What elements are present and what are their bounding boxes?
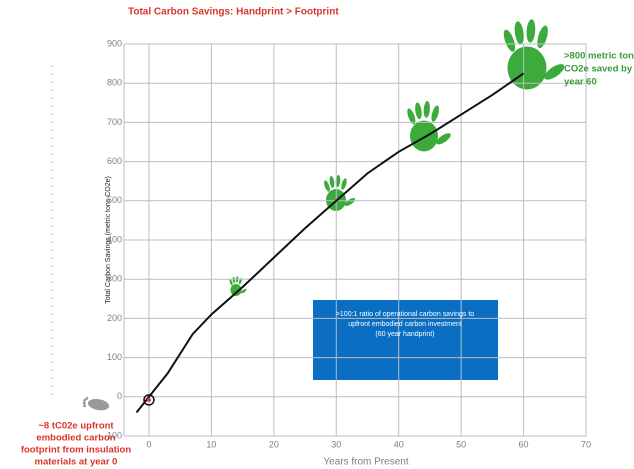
finger xyxy=(431,105,439,122)
y-tick-label: 300 xyxy=(107,274,122,284)
thumb xyxy=(240,288,247,294)
x-axis-label: Years from Present xyxy=(323,457,408,468)
footprint-note: embodied carbon xyxy=(36,433,115,444)
footprint-icon xyxy=(82,397,110,411)
palm xyxy=(230,283,242,297)
info-box xyxy=(313,300,498,380)
y-tick-label: 100 xyxy=(107,352,122,362)
finger xyxy=(423,101,430,118)
toe xyxy=(83,398,87,402)
x-tick-label: 70 xyxy=(581,439,591,449)
finger xyxy=(503,29,516,52)
finger xyxy=(415,102,422,120)
finger xyxy=(324,180,330,192)
x-tick-label: 40 xyxy=(394,439,404,449)
box-note: upfront embodied carbon investment xyxy=(348,321,462,328)
y-axis-label: Total Carbon Savings (metric tons CO2e) xyxy=(105,176,112,304)
hand-icon xyxy=(503,19,565,90)
hand-icon xyxy=(229,276,247,297)
box-note: (60 year handprint) xyxy=(375,331,434,338)
box-note: >100:1 ratio of operational carbon savin… xyxy=(336,311,474,318)
toe xyxy=(82,401,86,405)
hand-icon xyxy=(407,101,451,152)
y-tick-label: 700 xyxy=(107,117,122,127)
finger xyxy=(329,176,335,188)
finger xyxy=(537,25,548,49)
line-series xyxy=(135,72,525,414)
thumb xyxy=(436,133,451,145)
handprint-note: >800 metric tons xyxy=(564,51,634,62)
x-tick-label: 30 xyxy=(331,439,341,449)
x-tick-label: 50 xyxy=(456,439,466,449)
y-tick-label: 400 xyxy=(107,234,122,244)
y-tick-label: 200 xyxy=(107,313,122,323)
y-tick-label: 600 xyxy=(107,156,122,166)
y-tick-label: -100 xyxy=(104,430,122,440)
finger xyxy=(232,276,236,284)
x-tick-label: 60 xyxy=(519,439,529,449)
palm xyxy=(410,120,438,152)
finger xyxy=(229,279,233,286)
chart-title: Total Carbon Savings: Handprint > Footpr… xyxy=(128,7,339,18)
highlight-dot xyxy=(146,397,151,402)
y-tick-label: 800 xyxy=(107,78,122,88)
footprint-note: footprint from insulation xyxy=(21,445,131,456)
footprint-note: ~8 tC02e upfront xyxy=(38,421,114,432)
finger xyxy=(341,178,347,190)
finger xyxy=(526,19,536,43)
finger xyxy=(407,108,416,125)
thumb xyxy=(344,197,356,207)
y-tick-label: 0 xyxy=(117,391,122,401)
toe xyxy=(85,397,89,400)
finger xyxy=(335,175,341,187)
y-tick-label: 500 xyxy=(107,195,122,205)
handprint-note: year 60 xyxy=(564,77,597,88)
highlight-point xyxy=(143,394,155,406)
x-tick-label: 10 xyxy=(206,439,216,449)
hand-icon xyxy=(324,175,356,211)
handprint-note: CO2e saved by xyxy=(564,64,633,75)
y-tick-label: 900 xyxy=(107,38,122,48)
toe xyxy=(83,404,87,408)
x-tick-label: 20 xyxy=(269,439,279,449)
finger xyxy=(514,21,524,45)
footprint-note: materials at year 0 xyxy=(35,457,118,468)
thumb xyxy=(544,64,565,80)
x-tick-label: 0 xyxy=(146,439,151,449)
sole xyxy=(87,398,110,411)
